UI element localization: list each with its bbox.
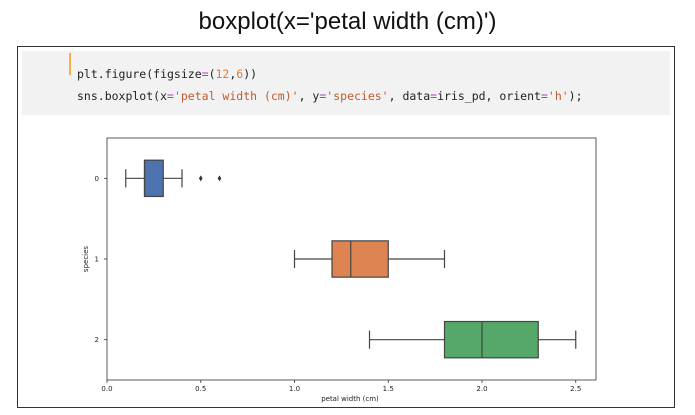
y-tick-label: 0 <box>95 175 99 183</box>
x-tick-label: 0.5 <box>195 385 206 393</box>
box-0 <box>143 159 164 198</box>
x-tick-label: 0.0 <box>101 385 112 393</box>
code-line-2: sns.boxplot(x='petal width (cm)', y='spe… <box>77 89 583 103</box>
x-tick-label: 1.0 <box>289 385 300 393</box>
x-tick-label: 1.5 <box>383 385 394 393</box>
boxes-layer <box>125 159 577 359</box>
y-tick-label: 1 <box>95 256 99 264</box>
notebook-frame: plt.figure(figsize=(12,6)) sns.boxplot(x… <box>17 46 675 408</box>
y-axis-ticks: 0 1 2 <box>95 175 107 344</box>
code-cell[interactable]: plt.figure(figsize=(12,6)) sns.boxplot(x… <box>22 51 670 115</box>
code-line-1: plt.figure(figsize=(12,6)) <box>77 67 258 81</box>
slide-title: boxplot(x='petal width (cm)') <box>198 8 497 35</box>
x-tick-label: 2.0 <box>476 385 487 393</box>
x-axis-label: petal width (cm) <box>321 395 379 403</box>
cell-cursor-indicator <box>69 53 71 75</box>
y-tick-label: 2 <box>95 336 99 344</box>
x-tick-label: 2.5 <box>570 385 581 393</box>
outlier-point <box>217 175 222 182</box>
box-2 <box>443 320 539 359</box>
outlier-point <box>198 175 203 182</box>
box-1 <box>331 240 389 278</box>
y-axis-label: species <box>82 246 90 272</box>
x-axis-ticks: 0.0 0.5 1.0 1.5 2.0 2.5 <box>101 380 581 393</box>
